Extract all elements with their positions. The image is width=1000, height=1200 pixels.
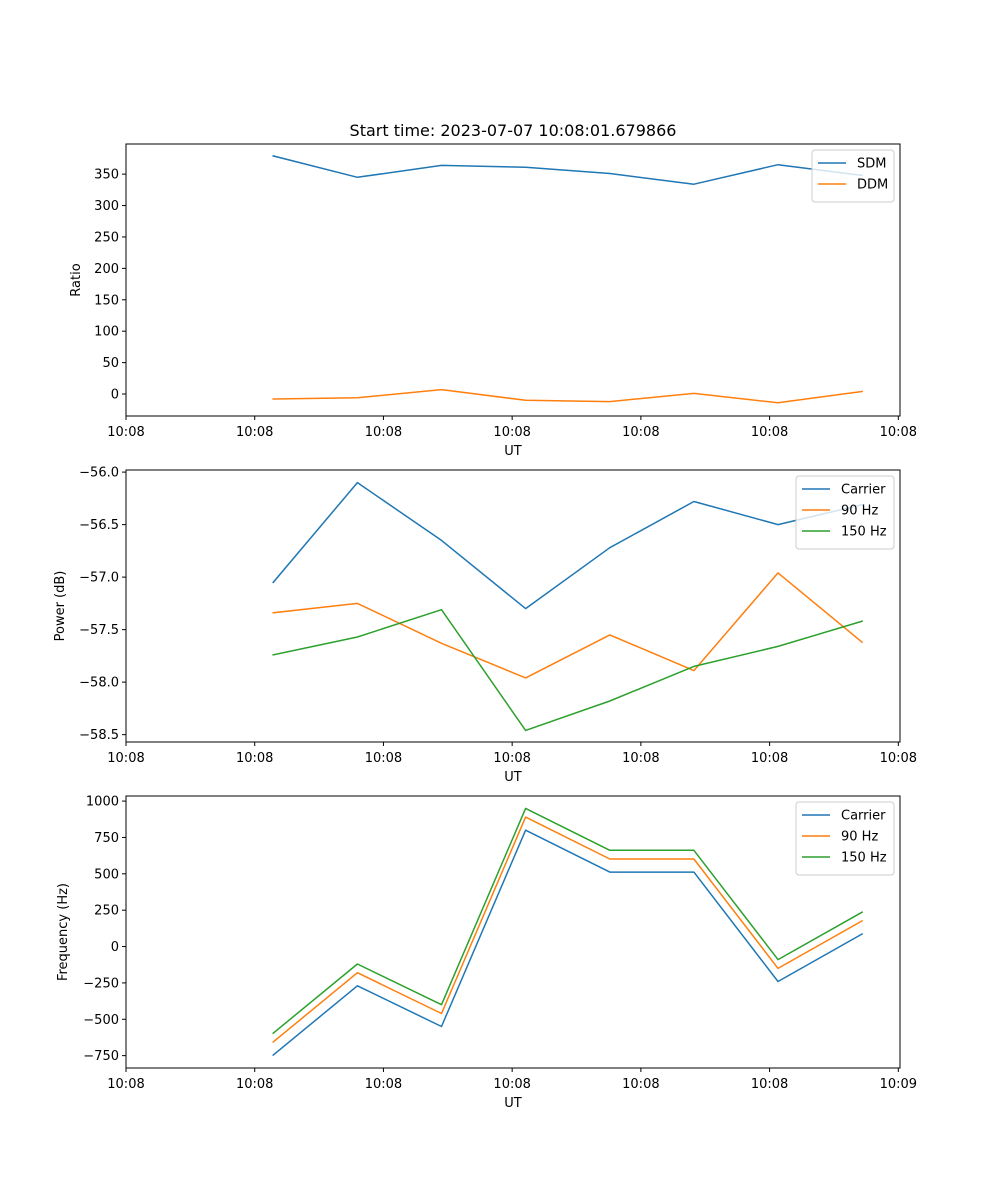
y-tick-label: −58.5 — [79, 728, 119, 743]
x-tick-label: 10:09 — [880, 1077, 917, 1092]
y-tick-label: −57.5 — [79, 623, 119, 638]
x-tick-label: 10:08 — [236, 751, 273, 766]
x-tick-label: 10:08 — [365, 1077, 402, 1092]
x-tick-label: 10:08 — [493, 425, 530, 440]
legend-label: Carrier — [841, 483, 886, 498]
series-line-150-hz — [272, 807, 864, 1035]
x-tick-label: 10:08 — [751, 425, 788, 440]
x-tick-label: 10:08 — [107, 751, 144, 766]
x-axis-label: UT — [504, 1096, 522, 1111]
x-axis-label: UT — [504, 444, 522, 459]
x-tick-label: 10:08 — [493, 1077, 530, 1092]
series-line-90-hz — [272, 816, 864, 1044]
y-tick-label: 250 — [94, 904, 119, 919]
x-tick-label: 10:08 — [107, 1077, 144, 1092]
y-axis-label: Ratio — [69, 263, 84, 296]
x-tick-label: 10:08 — [880, 751, 917, 766]
y-tick-label: −58.0 — [79, 676, 119, 691]
legend-label: 150 Hz — [841, 851, 887, 866]
x-tick-label: 10:08 — [751, 1077, 788, 1092]
y-tick-label: −250 — [83, 976, 119, 991]
series-line-ddm — [272, 388, 863, 404]
y-tick-label: −500 — [83, 1013, 119, 1028]
subplot-2: −58.5 −58.0 −57.5 −57.0 −56.5 −56.0 10:08 10:08… — [53, 466, 917, 785]
y-tick-label: 1000 — [86, 795, 119, 810]
y-tick-label: 350 — [94, 168, 119, 183]
y-tick-label: 150 — [94, 293, 119, 308]
legend-label: 150 Hz — [841, 525, 887, 540]
y-tick-label: 500 — [94, 867, 119, 882]
x-axis-label: UT — [504, 770, 522, 785]
y-tick-label: 200 — [94, 262, 119, 277]
legend-label: SDM — [857, 157, 886, 172]
series-line-90-hz — [272, 572, 864, 679]
y-tick-label: 250 — [94, 230, 119, 245]
subplot-1: 0 50 100 150 200 250 300 350 10:08 10:08 10:08 10:0… — [69, 143, 917, 459]
series-line-carrier — [272, 481, 864, 610]
legend-label: 90 Hz — [841, 504, 878, 519]
series-line-carrier — [272, 829, 864, 1057]
x-tick-label: 10:08 — [236, 1077, 273, 1092]
y-tick-label: −56.5 — [79, 518, 119, 533]
y-tick-label: 300 — [94, 199, 119, 214]
legend: Carrier 90 Hz 150 Hz — [795, 801, 895, 876]
x-tick-label: 10:08 — [622, 425, 659, 440]
x-tick-label: 10:08 — [365, 425, 402, 440]
legend: SDM DDM — [811, 149, 895, 203]
x-tick-label: 10:08 — [622, 1077, 659, 1092]
chart-title: Start time: 2023-07-07 10:08:01.679866 — [350, 121, 677, 140]
y-tick-label: −57.0 — [79, 571, 119, 586]
axes-frame — [125, 469, 901, 743]
x-tick-label: 10:08 — [751, 751, 788, 766]
x-tick-label: 10:08 — [236, 425, 273, 440]
y-tick-label: 50 — [102, 356, 119, 371]
y-tick-label: 750 — [94, 831, 119, 846]
axes-frame — [125, 143, 901, 417]
x-tick-label: 10:08 — [107, 425, 144, 440]
series-line-150-hz — [272, 608, 864, 732]
y-tick-label: 0 — [111, 940, 119, 955]
x-tick-label: 10:08 — [365, 751, 402, 766]
legend-label: 90 Hz — [841, 830, 878, 845]
legend-label: Carrier — [841, 809, 886, 824]
y-tick-label: −750 — [83, 1049, 119, 1064]
y-tick-label: −56.0 — [79, 466, 119, 481]
series-line-sdm — [272, 154, 863, 185]
legend-label: DDM — [857, 178, 888, 193]
legend: Carrier 90 Hz 150 Hz — [795, 475, 895, 550]
subplot-3: −750 −500 −250 0 250 500 750 1000 10:08 10:08 10:0… — [56, 795, 917, 1111]
x-tick-label: 10:08 — [493, 751, 530, 766]
x-tick-label: 10:08 — [622, 751, 659, 766]
y-tick-label: 0 — [111, 388, 119, 403]
y-tick-label: 100 — [94, 325, 119, 340]
y-axis-label: Frequency (Hz) — [56, 883, 71, 981]
axes-frame — [125, 795, 901, 1069]
y-axis-label: Power (dB) — [53, 571, 68, 642]
x-tick-label: 10:08 — [880, 425, 917, 440]
